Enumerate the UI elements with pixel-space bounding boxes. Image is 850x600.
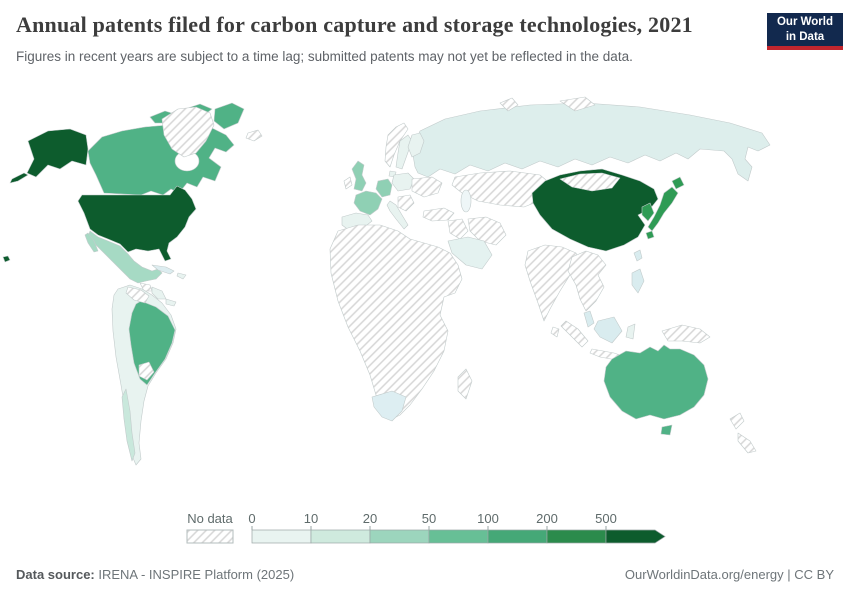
country-italy[interactable] (386, 200, 409, 230)
country-sweden[interactable] (395, 134, 413, 170)
country-arctic-island[interactable] (499, 97, 519, 112)
country-united-kingdom[interactable] (351, 160, 367, 192)
world-map[interactable] (0, 88, 850, 512)
country-iran[interactable] (467, 216, 507, 246)
region-indochina[interactable] (567, 250, 607, 312)
island-new-guinea[interactable] (661, 324, 711, 344)
owid-energy-link[interactable]: OurWorldinData.org/energy (624, 567, 784, 582)
country-saudi-arabia[interactable] (447, 236, 493, 270)
country-madagascar[interactable] (457, 368, 473, 400)
legend-tick-0: 0 (248, 511, 255, 526)
country-bolivia[interactable] (138, 361, 155, 381)
country-chile[interactable] (121, 388, 136, 462)
legend-no-data-swatch[interactable] (186, 529, 234, 544)
country-greenland[interactable] (161, 106, 215, 158)
region-africa[interactable] (329, 224, 463, 420)
region-levant-iraq[interactable] (447, 218, 469, 240)
island-sulawesi[interactable] (625, 323, 636, 340)
country-alaska[interactable] (9, 128, 89, 184)
country-australia[interactable] (603, 344, 709, 420)
country-new-zealand[interactable] (729, 412, 757, 454)
legend-ticks (251, 526, 607, 530)
owid-logo-line2: in Data (785, 30, 825, 43)
legend-seg-50-100[interactable] (428, 529, 489, 544)
country-venezuela[interactable] (125, 286, 150, 304)
country-panama[interactable] (165, 298, 177, 307)
country-sri-lanka[interactable] (550, 326, 560, 338)
caspian-sea (460, 189, 472, 213)
data-source-value: IRENA - INSPIRE Platform (2025) (94, 567, 295, 582)
country-poland[interactable] (391, 172, 415, 192)
country-hawaii[interactable] (2, 255, 11, 263)
country-united-states[interactable] (77, 185, 197, 262)
country-canada[interactable] (87, 122, 235, 196)
country-baja-california[interactable] (84, 232, 99, 253)
country-cuba[interactable] (151, 264, 175, 275)
country-arctic-island-2[interactable] (559, 96, 596, 112)
legend-seg-0-10[interactable] (251, 529, 312, 544)
country-brazil[interactable] (128, 300, 176, 386)
owid-logo-line1: Our World (776, 15, 833, 28)
country-philippines[interactable] (631, 268, 645, 294)
region-malay-peninsula[interactable] (583, 310, 595, 328)
island-borneo[interactable] (593, 316, 623, 344)
country-ukraine[interactable] (411, 176, 443, 198)
legend-seg-500-plus[interactable] (605, 529, 666, 544)
island-tasmania[interactable] (660, 424, 673, 436)
legend-seg-100-200[interactable] (487, 529, 548, 544)
footer-links: OurWorldinData.org/energy | CC BY (625, 567, 834, 582)
owid-logo[interactable]: Our World in Data (767, 13, 843, 50)
page-title: Annual patents filed for carbon capture … (16, 12, 693, 37)
country-finland[interactable] (407, 132, 425, 158)
country-mongolia[interactable] (559, 172, 621, 192)
footer-separator: | (783, 567, 795, 582)
data-source: Data source: IRENA - INSPIRE Platform (2… (16, 567, 294, 582)
legend-tick-10: 10 (304, 511, 318, 526)
country-india[interactable] (524, 244, 581, 322)
footer: Data source: IRENA - INSPIRE Platform (2… (16, 567, 834, 582)
country-france[interactable] (353, 190, 383, 216)
country-norway[interactable] (384, 122, 409, 168)
legend-tick-20: 20 (363, 511, 377, 526)
map-legend: No data 0 10 20 50 100 200 500 (0, 506, 850, 556)
legend-tick-100: 100 (477, 511, 499, 526)
country-honduras-nicaragua[interactable] (151, 286, 167, 300)
country-taiwan[interactable] (633, 249, 643, 262)
country-baffin-island[interactable] (213, 102, 245, 130)
license-badge[interactable]: CC BY (794, 567, 834, 582)
data-source-label: Data source: (16, 567, 95, 582)
country-mexico[interactable] (87, 230, 163, 284)
country-russia[interactable] (411, 102, 771, 182)
legend-color-bar[interactable] (251, 529, 666, 544)
legend-seg-20-50[interactable] (369, 529, 430, 544)
legend-seg-200-500[interactable] (546, 529, 607, 544)
country-china[interactable] (531, 168, 659, 252)
country-iceland[interactable] (245, 129, 263, 142)
legend-tick-200: 200 (536, 511, 558, 526)
legend-tick-500: 500 (595, 511, 617, 526)
country-south-korea[interactable] (641, 202, 655, 222)
country-ireland[interactable] (343, 176, 353, 190)
country-south-africa[interactable] (371, 390, 407, 422)
chart-subtitle: Figures in recent years are subject to a… (16, 49, 633, 64)
region-balkans[interactable] (397, 194, 415, 212)
legend-seg-10-20[interactable] (310, 529, 371, 544)
country-japan[interactable] (645, 176, 685, 240)
legend-tick-50: 50 (422, 511, 436, 526)
country-turkey[interactable] (422, 207, 455, 222)
country-germany[interactable] (375, 178, 393, 198)
island-sumatra[interactable] (560, 320, 589, 348)
legend-no-data-label: No data (187, 511, 233, 526)
country-hispaniola[interactable] (176, 272, 187, 280)
